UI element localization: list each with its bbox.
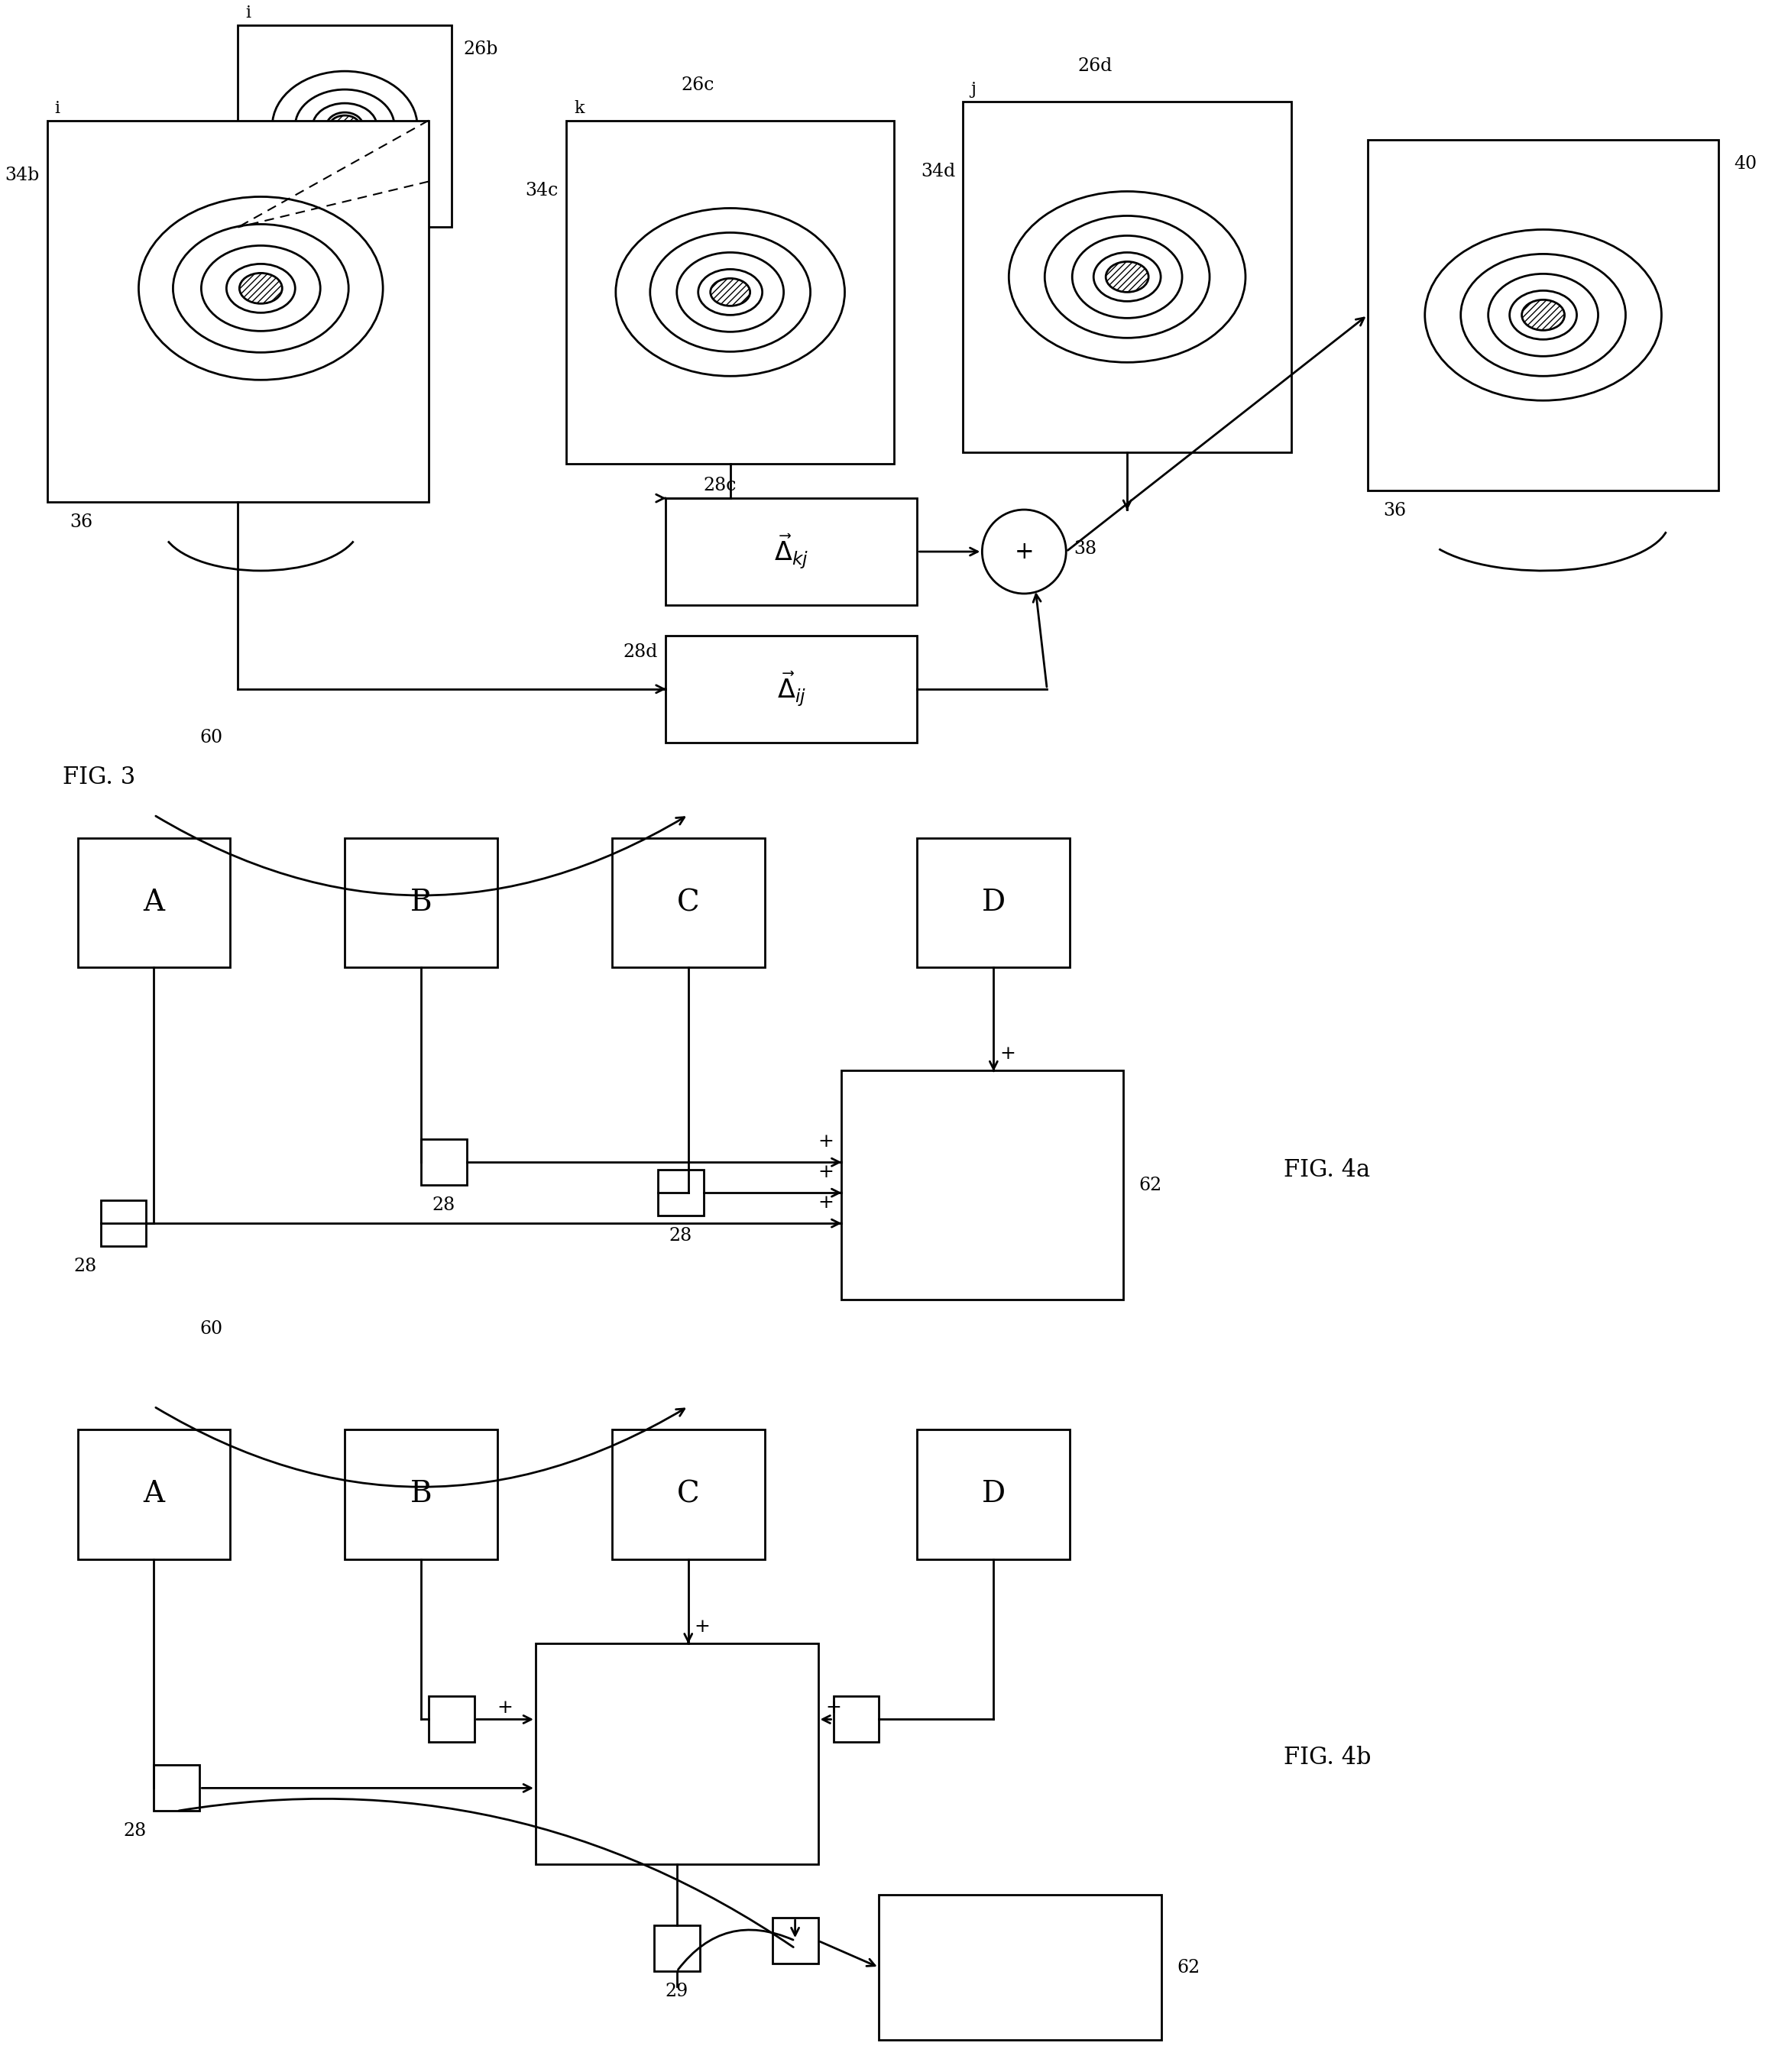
Ellipse shape [1521, 300, 1564, 329]
Bar [612, 1430, 765, 1558]
Bar [154, 1765, 201, 1811]
Text: 26d: 26d [1077, 58, 1113, 75]
Text: 34c: 34c [525, 182, 559, 199]
Bar [666, 636, 918, 742]
Bar [918, 1430, 1070, 1558]
Ellipse shape [330, 116, 360, 137]
Bar [964, 102, 1290, 452]
Text: A: A [144, 889, 165, 916]
Bar [78, 1430, 231, 1558]
Text: 38: 38 [1074, 541, 1097, 557]
Bar [536, 1643, 818, 1865]
Text: 62: 62 [1138, 1177, 1161, 1193]
Bar [344, 837, 497, 968]
Text: j: j [971, 81, 976, 97]
Bar [78, 837, 231, 968]
Text: 28: 28 [122, 1823, 146, 1840]
Text: 36: 36 [69, 514, 92, 530]
Text: 36: 36 [1383, 501, 1406, 520]
Text: FIG. 3: FIG. 3 [62, 765, 135, 789]
Bar [421, 1140, 467, 1185]
Text: 28: 28 [73, 1258, 96, 1274]
Text: +: + [818, 1133, 834, 1150]
Bar [666, 497, 918, 605]
Ellipse shape [710, 278, 751, 307]
Text: i: i [245, 4, 250, 21]
Text: 28d: 28d [623, 642, 659, 661]
Text: 60: 60 [201, 1320, 222, 1339]
Ellipse shape [1106, 261, 1148, 292]
Text: 29: 29 [666, 1983, 689, 1999]
Text: $\vec{\Delta}_{kj}$: $\vec{\Delta}_{kj}$ [774, 533, 809, 572]
Text: +: + [1014, 541, 1033, 564]
Bar [918, 837, 1070, 968]
Bar [48, 120, 430, 501]
Text: 28c: 28c [703, 477, 737, 495]
Text: +: + [999, 1046, 1015, 1063]
Bar [659, 1171, 703, 1216]
Ellipse shape [240, 274, 282, 305]
Bar [344, 1430, 497, 1558]
Bar [1367, 139, 1718, 491]
Text: 26c: 26c [682, 77, 714, 93]
Text: +: + [694, 1618, 710, 1635]
Bar [832, 1697, 879, 1743]
Bar [430, 1697, 474, 1743]
Text: 34b: 34b [5, 166, 39, 184]
Text: k: k [573, 99, 584, 116]
Bar [238, 25, 451, 228]
Bar [879, 1896, 1161, 2041]
Bar [653, 1925, 699, 1970]
Text: 62: 62 [1177, 1958, 1200, 1977]
Text: 28: 28 [669, 1227, 692, 1245]
Bar [101, 1200, 146, 1245]
Text: A: A [144, 1479, 165, 1508]
Text: D: D [982, 889, 1005, 916]
Text: 26b: 26b [463, 39, 497, 58]
Bar [566, 120, 895, 464]
Text: +: + [818, 1164, 834, 1181]
Text: +: + [825, 1699, 841, 1718]
Text: i: i [55, 99, 60, 116]
Text: 34d: 34d [921, 162, 955, 180]
Text: FIG. 4a: FIG. 4a [1283, 1158, 1370, 1181]
Bar [841, 1071, 1124, 1299]
Text: D: D [982, 1479, 1005, 1508]
Text: +: + [818, 1193, 834, 1212]
Text: C: C [676, 1479, 699, 1508]
Text: 40: 40 [1734, 155, 1757, 172]
Text: $\vec{\Delta}_{ij}$: $\vec{\Delta}_{ij}$ [777, 669, 806, 709]
Text: 60: 60 [201, 729, 222, 746]
Text: FIG. 4b: FIG. 4b [1283, 1747, 1370, 1769]
Text: C: C [676, 889, 699, 916]
Circle shape [982, 510, 1067, 593]
Text: B: B [410, 1479, 431, 1508]
Bar [612, 837, 765, 968]
Text: 28: 28 [433, 1196, 456, 1214]
Text: B: B [410, 889, 431, 916]
Text: +: + [497, 1699, 513, 1718]
Bar [772, 1919, 818, 1964]
